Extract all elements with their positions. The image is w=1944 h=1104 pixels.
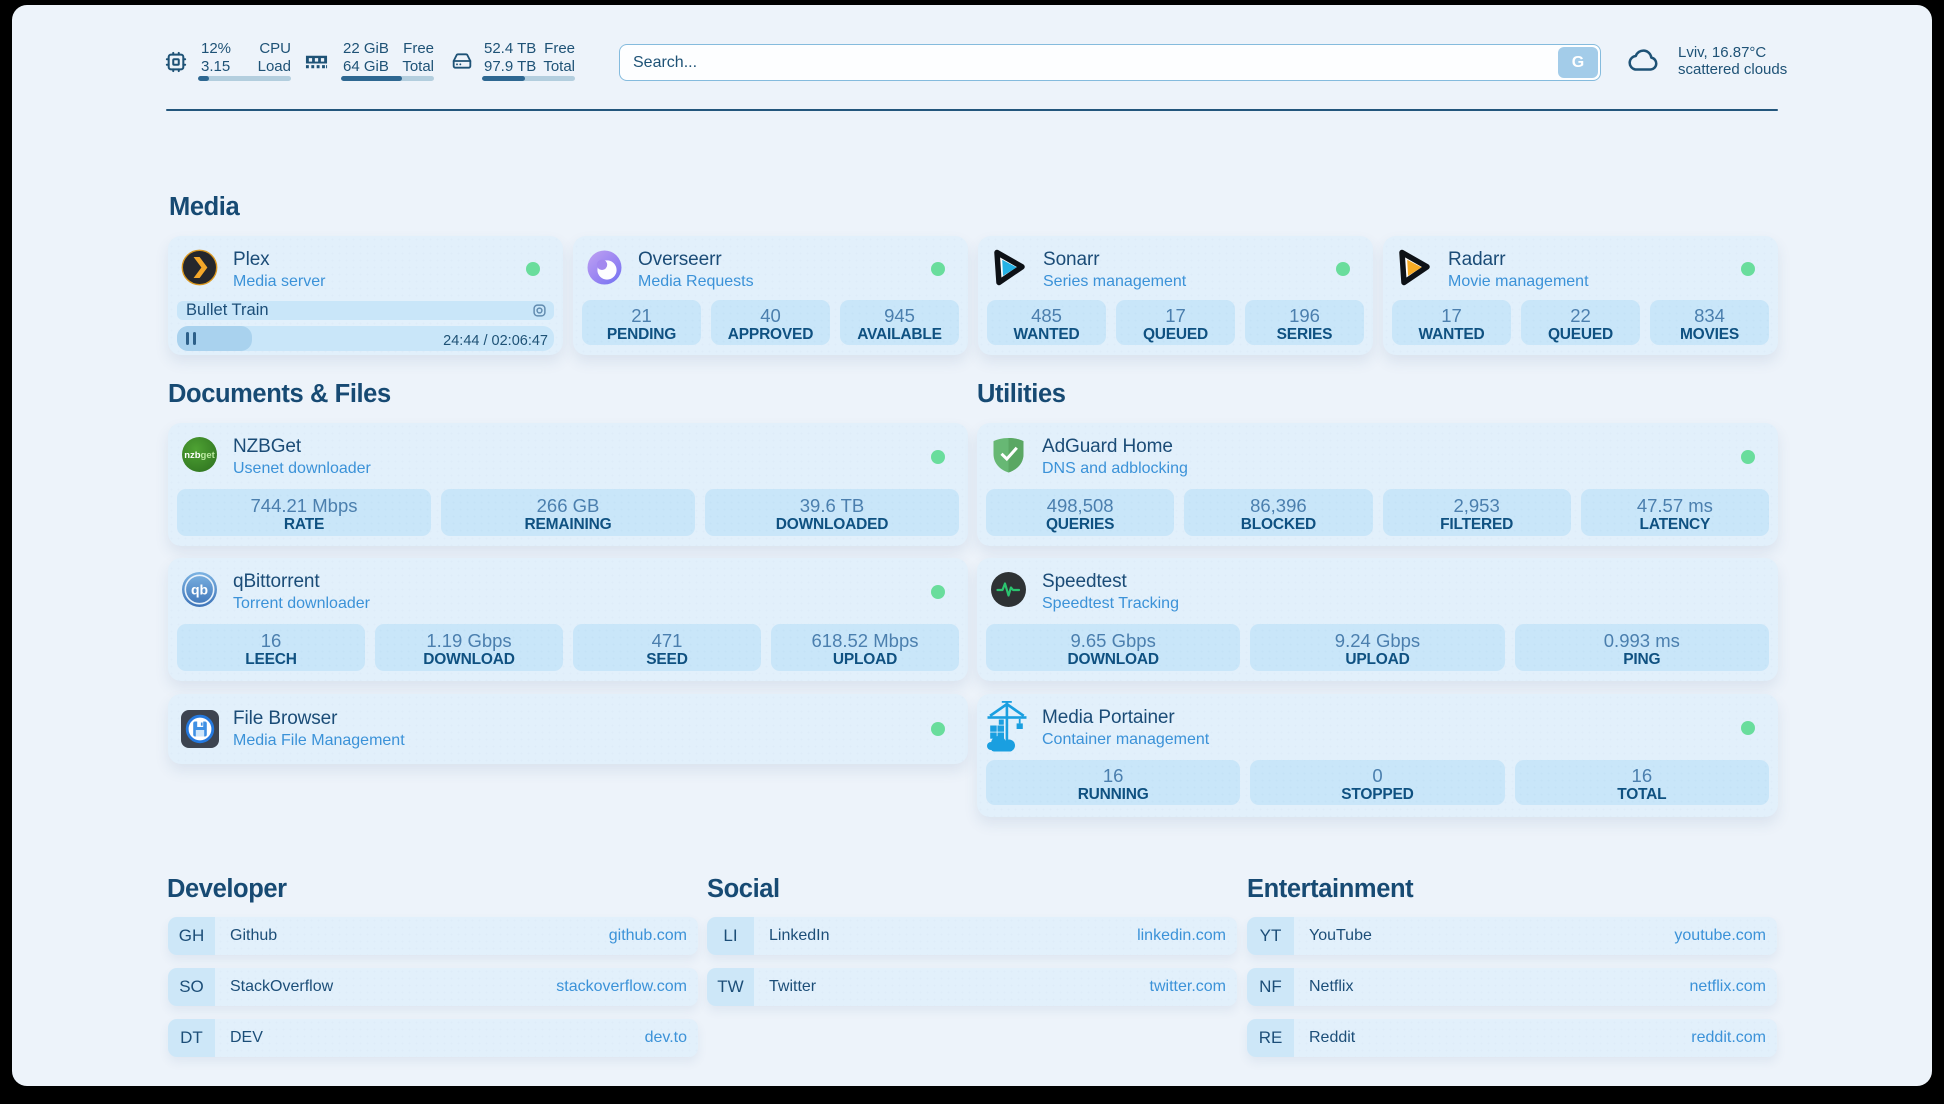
svg-text:qb: qb: [191, 582, 208, 598]
svg-text:nzbget: nzbget: [184, 450, 215, 461]
